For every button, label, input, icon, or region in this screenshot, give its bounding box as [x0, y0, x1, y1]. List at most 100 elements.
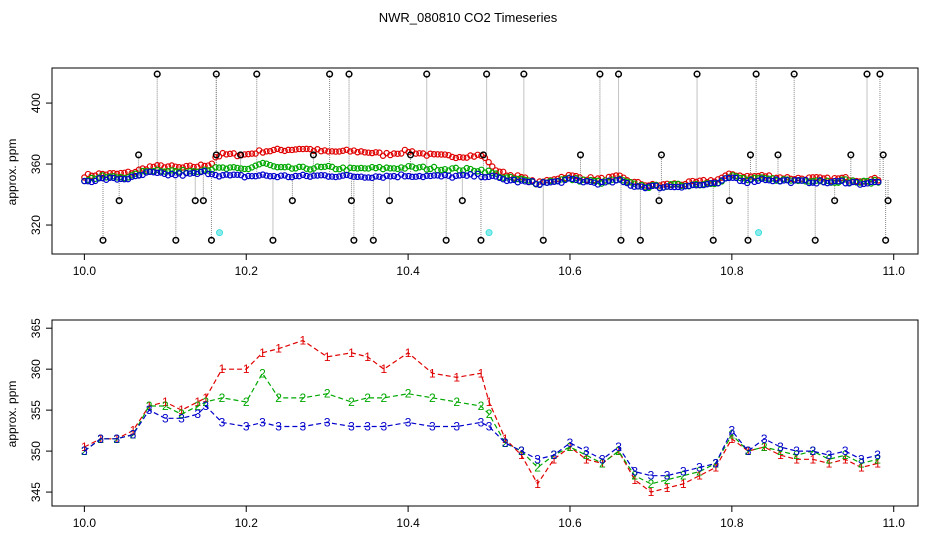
top-point-series-1	[689, 177, 696, 185]
bottom-marker-series-3: 3	[745, 444, 752, 458]
top-spike-lines	[102, 74, 889, 241]
top-outlier-point	[847, 151, 855, 159]
top-point-series-1	[274, 145, 281, 153]
top-point-series-1	[725, 170, 733, 177]
top-point-series-1	[831, 174, 838, 182]
top-point-series-1	[328, 148, 336, 155]
top-point-series-3	[481, 174, 489, 181]
top-outlier-point	[576, 151, 585, 159]
top-point-series-2	[139, 167, 146, 175]
bottom-marker-series-1: 1	[793, 452, 800, 466]
top-point-series-3	[252, 173, 259, 180]
top-point-series-2	[408, 163, 416, 170]
top-point-series-3	[270, 172, 277, 180]
bottom-marker-series-3: 3	[809, 444, 816, 458]
bottom-marker-series-1: 1	[583, 452, 590, 466]
bottom-marker-series-3: 3	[680, 465, 687, 479]
top-point-series-3	[95, 175, 103, 182]
bottom-marker-series-1: 1	[696, 469, 703, 483]
top-outlier-point	[442, 236, 450, 244]
top-point-series-3	[376, 173, 383, 180]
bottom-marker-series-3: 3	[146, 403, 153, 417]
top-point-series-3	[809, 179, 816, 186]
top-outlier-point	[831, 197, 839, 205]
top-point-series-2	[230, 164, 237, 171]
top-point-series-3	[383, 172, 390, 179]
top-point-series-3	[255, 172, 263, 179]
top-point-series-3	[620, 178, 627, 186]
top-point-series-3	[274, 173, 281, 181]
top-point-series-3	[208, 170, 216, 178]
top-point-series-2	[580, 176, 587, 183]
top-point-series-1	[88, 172, 95, 179]
bottom-marker-series-3: 3	[178, 411, 185, 425]
bottom-marker-series-3: 3	[502, 436, 509, 450]
top-point-series-3	[277, 172, 285, 179]
top-series-3	[81, 167, 882, 192]
top-point-series-3	[612, 177, 620, 184]
top-point-series-3	[190, 169, 197, 177]
top-point-series-3	[532, 180, 540, 188]
top-point-series-2	[288, 165, 296, 172]
top-xtick-label: 10.0	[73, 264, 97, 278]
top-outlier-point	[269, 236, 277, 244]
top-point-series-1	[427, 150, 434, 157]
top-point-series-3	[350, 173, 358, 180]
bottom-marker-series-3: 3	[712, 456, 719, 470]
top-outliers	[99, 70, 892, 244]
bottom-marker-series-1: 1	[162, 395, 169, 409]
top-point-series-2	[317, 163, 325, 171]
top-outlier-point	[884, 197, 892, 205]
top-point-series-3	[576, 177, 583, 184]
top-point-series-3	[336, 173, 343, 180]
top-point-series-3	[154, 169, 161, 177]
top-point-series-1	[467, 152, 474, 159]
top-outlier-point	[483, 70, 491, 78]
bottom-marker-series-1: 1	[405, 346, 412, 360]
top-point-series-3	[408, 173, 416, 181]
top-point-series-3	[343, 171, 350, 179]
top-point-series-1	[354, 149, 361, 156]
top-point-series-3	[634, 183, 642, 190]
bottom-marker-series-3: 3	[648, 469, 655, 483]
bottom-ytick-label: 365	[29, 318, 43, 338]
bottom-marker-series-2: 2	[275, 391, 282, 405]
top-point-series-2	[303, 165, 310, 172]
bottom-marker-series-2: 2	[599, 456, 606, 470]
top-point-series-2	[441, 165, 449, 173]
top-point-series-1	[758, 171, 765, 179]
top-point-series-3	[725, 174, 733, 182]
top-point-series-3	[219, 172, 226, 179]
top-outlier-point	[309, 151, 317, 159]
top-point-series-3	[864, 180, 871, 187]
bottom-marker-series-1: 1	[429, 366, 436, 380]
top-point-series-1	[299, 145, 307, 153]
top-point-series-1	[357, 148, 365, 155]
top-point-series-3	[390, 172, 398, 180]
bottom-marker-series-1: 1	[219, 362, 226, 376]
top-outlier-point	[882, 236, 890, 244]
top-point-series-3	[842, 180, 849, 187]
bottom-marker-series-3: 3	[324, 415, 331, 429]
top-point-series-3	[263, 172, 270, 179]
top-outlier-point	[744, 236, 752, 244]
bottom-marker-series-3: 3	[130, 428, 137, 442]
top-point-series-1	[332, 148, 339, 155]
bottom-marker-series-2: 2	[809, 444, 816, 458]
top-point-series-3	[849, 178, 857, 186]
top-point-series-3	[696, 181, 704, 189]
top-point-series-3	[500, 176, 507, 183]
top-point-series-3	[478, 173, 485, 181]
top-outlier-point	[709, 236, 717, 244]
top-point-series-3	[758, 175, 765, 182]
top-point-series-3	[368, 174, 376, 182]
top-point-series-3	[161, 170, 168, 178]
top-point-series-2	[259, 159, 267, 167]
top-point-series-3	[434, 172, 441, 179]
bottom-plot-frame	[51, 319, 919, 507]
bottom-marker-series-1: 1	[648, 485, 655, 499]
bottom-marker-series-3: 3	[664, 469, 671, 483]
bottom-marker-series-3: 3	[405, 415, 412, 429]
top-point-series-1	[350, 147, 358, 154]
top-outlier-point	[790, 70, 798, 78]
